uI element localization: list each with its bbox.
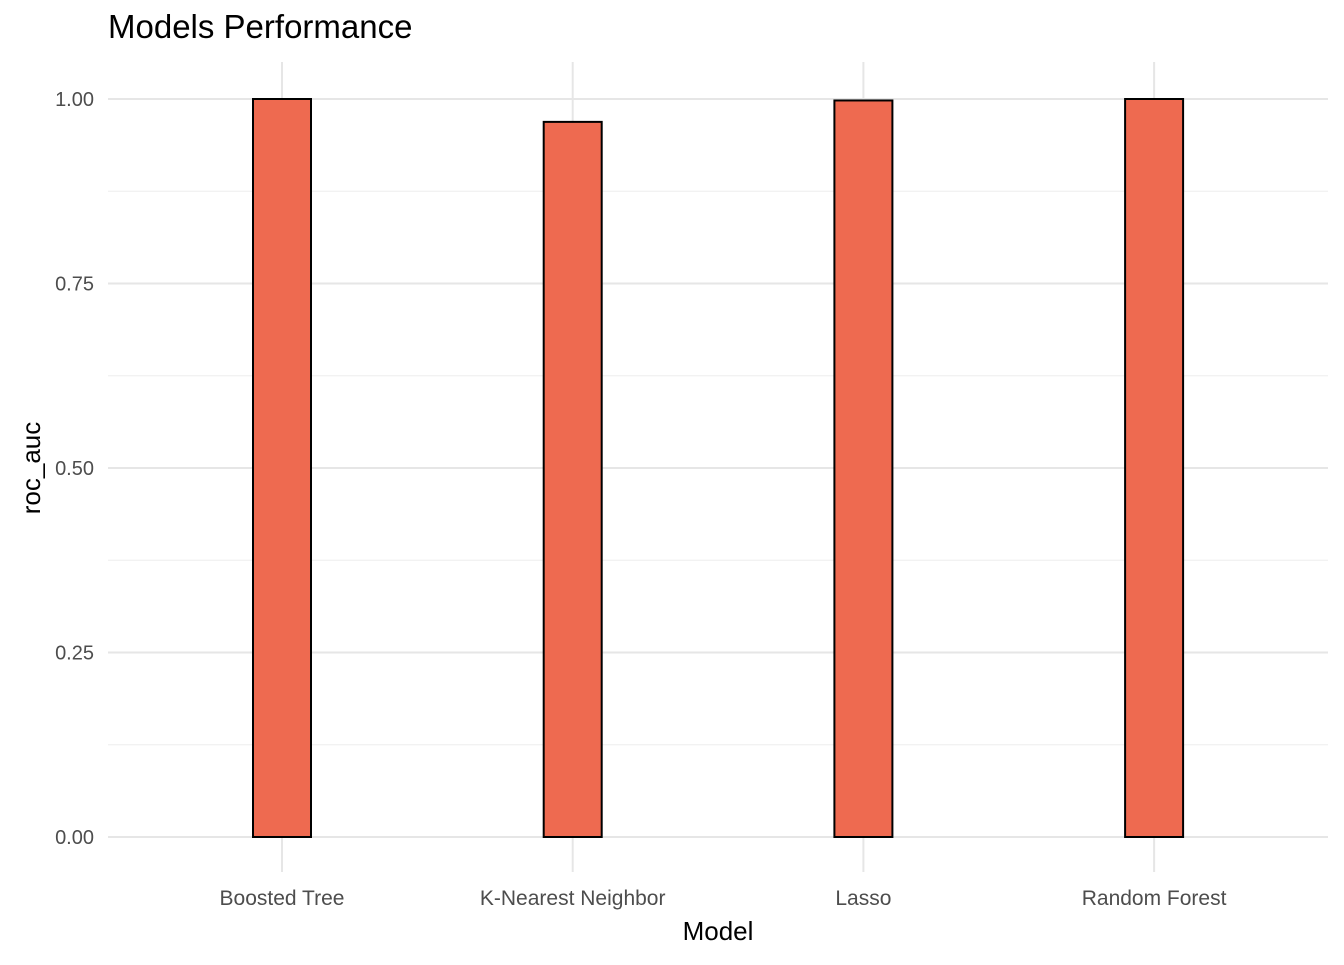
- bar: [542, 120, 603, 839]
- bar: [1124, 98, 1185, 838]
- y-axis-label: roc_auc: [16, 422, 46, 515]
- y-tick-label: 0.50: [55, 458, 94, 480]
- x-tick-label: K-Nearest Neighbor: [480, 887, 666, 910]
- y-tick-labels: 0.00 0.25 0.50 0.75 1.00: [55, 89, 94, 849]
- chart-title: Models Performance: [108, 8, 413, 45]
- x-tick-label: Random Forest: [1082, 887, 1227, 910]
- x-tick-labels: Boosted Tree K-Nearest Neighbor Lasso Rando…: [220, 887, 1227, 910]
- x-tick-label: Boosted Tree: [220, 887, 345, 910]
- y-tick-label: 0.25: [55, 643, 94, 665]
- x-tick-label: Lasso: [835, 887, 891, 910]
- bar: [833, 99, 894, 838]
- bar: [252, 98, 312, 838]
- y-tick-label: 1.00: [55, 89, 94, 111]
- x-axis-label: Model: [683, 916, 754, 946]
- y-tick-label: 0.75: [55, 274, 94, 296]
- bars: [252, 98, 1185, 839]
- y-tick-label: 0.00: [55, 827, 94, 849]
